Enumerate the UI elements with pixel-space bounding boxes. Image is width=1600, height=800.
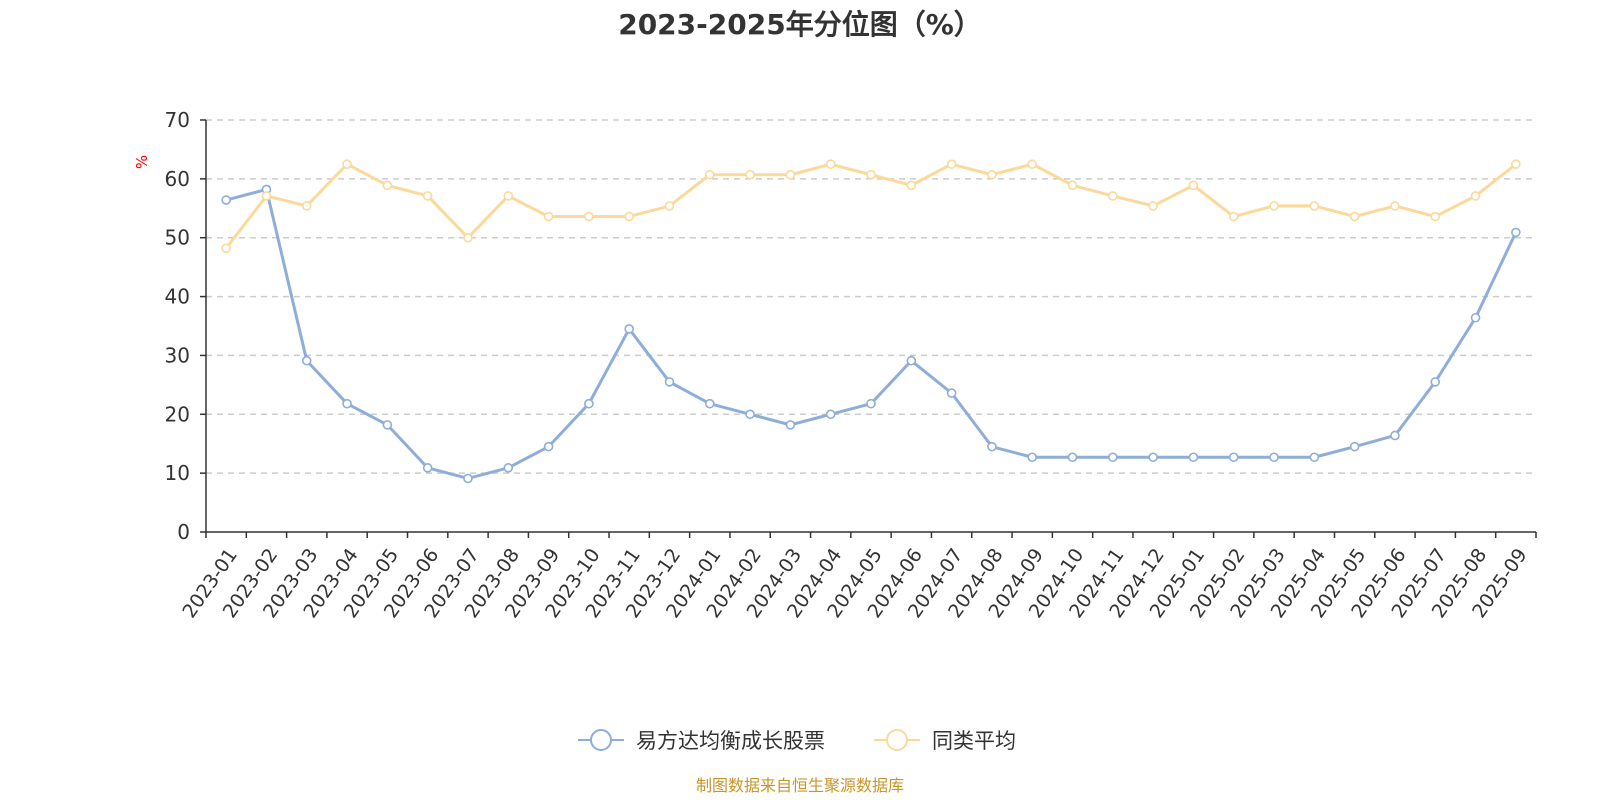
data-point[interactable] [704,398,715,409]
data-point[interactable] [342,398,352,409]
data-point[interactable] [1108,452,1118,463]
data-point[interactable] [1228,211,1239,222]
data-point[interactable] [463,473,473,484]
data-point[interactable] [221,243,231,254]
data-point[interactable] [1430,377,1441,387]
y-tick-label: 60 [165,167,190,191]
data-point[interactable] [946,388,957,398]
data-point[interactable] [704,169,715,180]
data-point[interactable] [1027,159,1038,169]
data-point[interactable] [825,159,836,169]
data-point[interactable] [1269,201,1279,211]
y-tick-label: 40 [165,285,190,309]
data-point[interactable] [946,159,957,169]
y-tick-label: 30 [165,343,190,367]
data-point[interactable] [463,232,473,243]
legend-marker-icon [886,729,908,751]
legend-label: 易方达均衡成长股票 [636,729,825,753]
series-group [221,159,1521,484]
chart-title: 2023-2025年分位图（%） [618,8,982,41]
data-point[interactable] [1269,452,1279,463]
data-point[interactable] [785,169,796,180]
data-point[interactable] [422,463,433,473]
y-tick-label: 70 [165,108,190,132]
data-point[interactable] [1470,312,1481,323]
data-point[interactable] [866,398,876,409]
legend-marker-icon [590,729,612,751]
data-point[interactable] [906,180,917,191]
y-axis-label: % [133,155,151,169]
data-point[interactable] [987,441,997,452]
data-point[interactable] [301,201,312,211]
data-point[interactable] [1390,201,1400,211]
data-point[interactable] [1309,201,1320,211]
data-point[interactable] [987,169,997,180]
series-line [225,187,1518,480]
data-point[interactable] [866,169,876,180]
data-source-note: 制图数据来自恒生聚源数据库 [696,776,904,795]
data-point[interactable] [785,420,796,430]
legend-item[interactable]: 易方达均衡成长股票 [578,729,825,753]
data-point[interactable] [825,409,836,420]
series-1 [221,184,1521,484]
y-tick-label: 0 [177,520,190,544]
data-point[interactable] [745,409,755,420]
data-point[interactable] [1228,452,1239,463]
data-point[interactable] [1511,227,1521,238]
data-point[interactable] [422,191,433,201]
data-point[interactable] [342,159,352,169]
data-point[interactable] [1430,211,1441,222]
data-point[interactable] [543,211,554,222]
data-point[interactable] [543,441,554,452]
data-point[interactable] [1148,452,1158,463]
data-point[interactable] [745,169,755,180]
legend[interactable]: 易方达均衡成长股票 同类平均 [578,729,1016,753]
data-point[interactable] [382,180,393,191]
data-point[interactable] [1188,180,1199,191]
axes: 0102030405060702023-012023-022023-032023… [165,108,1537,622]
data-point[interactable] [664,377,675,387]
data-point[interactable] [1511,159,1521,169]
data-point[interactable] [1349,211,1360,222]
data-point[interactable] [584,398,594,409]
data-point[interactable] [1188,452,1199,463]
data-point[interactable] [1309,452,1320,463]
data-point[interactable] [664,201,675,211]
series-2 [221,159,1521,254]
y-tick-label: 10 [165,461,190,485]
data-point[interactable] [1470,191,1481,201]
y-tick-label: 50 [165,226,190,250]
data-point[interactable] [503,463,514,473]
data-point[interactable] [624,324,634,334]
data-point[interactable] [1148,201,1158,211]
data-point[interactable] [221,195,231,205]
data-point[interactable] [382,420,393,430]
y-tick-label: 20 [165,402,190,426]
legend-label: 同类平均 [932,729,1016,753]
data-point[interactable] [301,355,312,366]
data-point[interactable] [624,211,634,222]
data-point[interactable] [906,355,917,366]
data-point[interactable] [1067,180,1078,191]
data-point[interactable] [584,211,594,222]
data-point[interactable] [1027,452,1038,463]
data-point[interactable] [1067,452,1078,463]
data-point[interactable] [1349,441,1360,452]
data-point[interactable] [261,191,272,201]
data-point[interactable] [1108,191,1118,201]
data-point[interactable] [1390,430,1400,441]
data-point[interactable] [503,191,514,201]
legend-item[interactable]: 同类平均 [874,729,1016,753]
